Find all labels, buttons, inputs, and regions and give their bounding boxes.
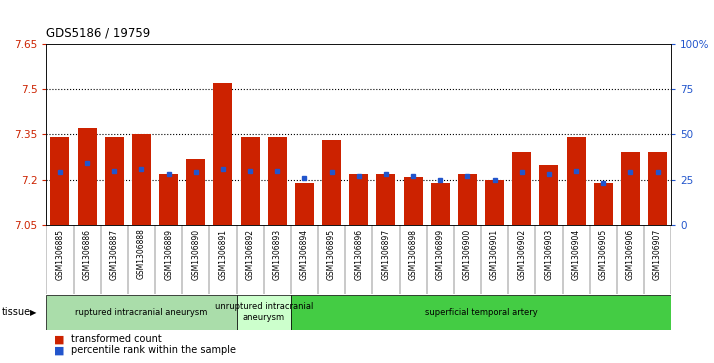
- Text: GSM1306896: GSM1306896: [354, 229, 363, 280]
- Bar: [213, 83, 233, 225]
- Text: GSM1306901: GSM1306901: [490, 229, 499, 280]
- Bar: [403, 177, 423, 225]
- Text: GSM1306895: GSM1306895: [327, 229, 336, 280]
- Bar: [236, 295, 291, 330]
- Text: GSM1306894: GSM1306894: [300, 229, 309, 280]
- Text: GSM1306891: GSM1306891: [218, 229, 228, 280]
- Text: percentile rank within the sample: percentile rank within the sample: [71, 345, 236, 355]
- Bar: [241, 137, 260, 225]
- Text: ▶: ▶: [30, 308, 37, 317]
- Text: GSM1306905: GSM1306905: [599, 229, 608, 280]
- Bar: [159, 174, 178, 225]
- Text: ■: ■: [54, 334, 64, 344]
- Text: GSM1306897: GSM1306897: [381, 229, 391, 280]
- Text: ■: ■: [54, 345, 64, 355]
- Text: unruptured intracranial
aneurysm: unruptured intracranial aneurysm: [214, 302, 313, 322]
- Bar: [46, 295, 236, 330]
- Text: GSM1306893: GSM1306893: [273, 229, 282, 280]
- Text: GSM1306904: GSM1306904: [572, 229, 580, 280]
- Text: superficial temporal artery: superficial temporal artery: [425, 308, 538, 317]
- Text: GSM1306885: GSM1306885: [56, 229, 64, 280]
- Bar: [186, 159, 206, 225]
- Bar: [539, 164, 558, 225]
- Text: GSM1306889: GSM1306889: [164, 229, 173, 280]
- Bar: [132, 134, 151, 225]
- Bar: [291, 295, 671, 330]
- Text: GSM1306886: GSM1306886: [83, 229, 91, 280]
- Bar: [621, 152, 640, 225]
- Bar: [485, 180, 504, 225]
- Bar: [322, 140, 341, 225]
- Text: ruptured intracranial aneurysm: ruptured intracranial aneurysm: [75, 308, 208, 317]
- Text: GSM1306899: GSM1306899: [436, 229, 445, 280]
- Text: GSM1306887: GSM1306887: [110, 229, 119, 280]
- Bar: [349, 174, 368, 225]
- Bar: [458, 174, 477, 225]
- Text: GSM1306903: GSM1306903: [545, 229, 553, 280]
- Bar: [78, 128, 96, 225]
- Text: GDS5186 / 19759: GDS5186 / 19759: [46, 27, 151, 40]
- Text: GSM1306898: GSM1306898: [408, 229, 418, 280]
- Text: GSM1306888: GSM1306888: [137, 229, 146, 280]
- Text: GSM1306907: GSM1306907: [653, 229, 662, 280]
- Bar: [567, 137, 585, 225]
- Text: GSM1306900: GSM1306900: [463, 229, 472, 280]
- Bar: [376, 174, 396, 225]
- Text: tissue: tissue: [2, 307, 31, 317]
- Text: transformed count: transformed count: [71, 334, 162, 344]
- Bar: [594, 183, 613, 225]
- Bar: [431, 183, 450, 225]
- Bar: [268, 137, 287, 225]
- Text: GSM1306906: GSM1306906: [626, 229, 635, 280]
- Text: GSM1306890: GSM1306890: [191, 229, 201, 280]
- Bar: [105, 137, 124, 225]
- Text: GSM1306892: GSM1306892: [246, 229, 255, 280]
- Bar: [512, 152, 531, 225]
- Bar: [648, 152, 667, 225]
- Bar: [51, 137, 69, 225]
- Text: GSM1306902: GSM1306902: [517, 229, 526, 280]
- Bar: [295, 183, 314, 225]
